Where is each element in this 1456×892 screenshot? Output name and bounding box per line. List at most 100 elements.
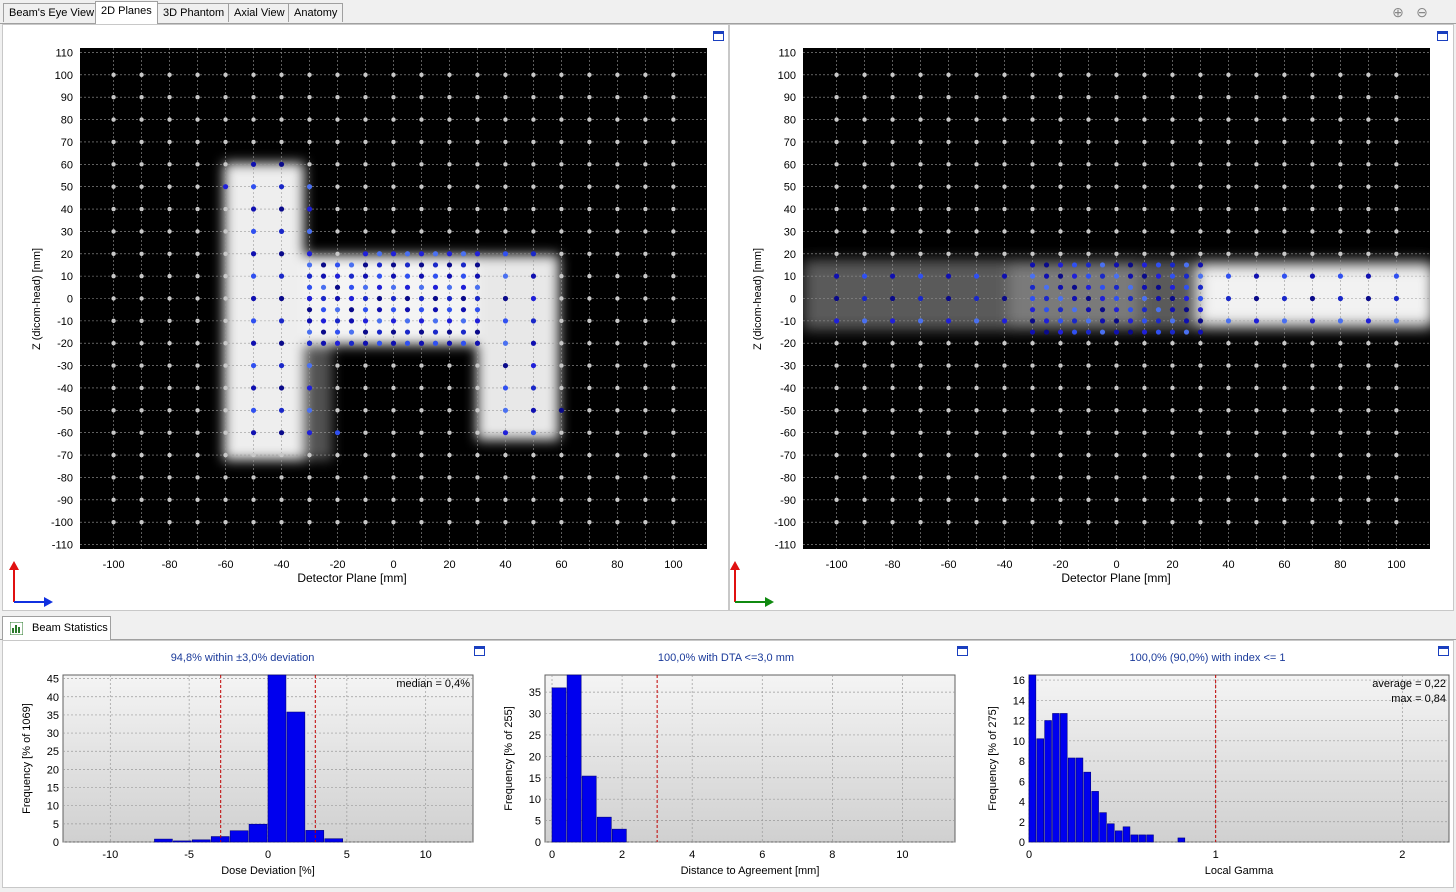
grid-point xyxy=(643,408,648,413)
grid-point xyxy=(111,497,116,502)
grid-point xyxy=(615,363,620,368)
tab-beams-eye-view[interactable]: Beam's Eye View xyxy=(3,3,101,22)
zoom-out-icon[interactable]: ⊖ xyxy=(1416,4,1428,20)
measurement-point xyxy=(250,318,257,324)
grid-point xyxy=(1226,475,1231,480)
grid-point xyxy=(1114,385,1119,391)
measurement-point xyxy=(1085,284,1092,290)
grid-point xyxy=(1170,206,1175,212)
grid-point xyxy=(1366,363,1371,368)
y-tick-label: 15 xyxy=(529,773,541,785)
grid-point xyxy=(1198,452,1203,458)
grid-point xyxy=(167,95,172,100)
grid-point xyxy=(1170,95,1175,100)
right-plane-measurement-points xyxy=(833,72,1400,525)
tab-3d-phantom[interactable]: 3D Phantom xyxy=(157,3,231,22)
grid-point xyxy=(1114,519,1119,525)
grid-point xyxy=(1170,162,1175,167)
maximize-dta-icon[interactable] xyxy=(957,646,968,656)
grid-point xyxy=(559,206,564,212)
grid-point xyxy=(503,519,508,525)
measurement-point xyxy=(390,340,397,346)
measurement-point xyxy=(502,340,509,346)
measurement-point xyxy=(1155,273,1162,279)
measurement-point xyxy=(1085,307,1092,313)
maximize-right-plane-icon[interactable] xyxy=(1437,31,1448,41)
measurement-point xyxy=(1337,318,1344,324)
maximize-dose-deviation-icon[interactable] xyxy=(474,646,485,656)
grid-point xyxy=(335,72,340,78)
right-plane-plot[interactable]: -100 -80 -60 -40 -20 0 20 40 60 80 100110100908070… xyxy=(729,24,1454,611)
grid-point xyxy=(419,72,424,78)
grid-point xyxy=(1030,385,1035,391)
grid-point xyxy=(195,497,200,502)
grid-point xyxy=(111,452,116,458)
grid-point xyxy=(1086,251,1091,256)
grid-point xyxy=(419,95,424,100)
grid-point xyxy=(671,385,676,391)
tab-axial-view[interactable]: Axial View xyxy=(228,3,291,22)
grid-point xyxy=(279,475,284,480)
grid-point xyxy=(1058,497,1063,502)
tab-anatomy[interactable]: Anatomy xyxy=(288,3,344,22)
measurement-point xyxy=(334,262,341,268)
grid-point xyxy=(1002,72,1007,78)
y-axis-label: Frequency [% of 275] xyxy=(987,706,999,811)
grid-point xyxy=(279,452,284,458)
maximize-left-plane-icon[interactable] xyxy=(713,31,724,41)
tab-beam-statistics[interactable]: Beam Statistics xyxy=(2,616,111,640)
grid-point xyxy=(1170,430,1175,435)
maximize-gamma-icon[interactable] xyxy=(1438,646,1449,656)
grid-point xyxy=(475,475,480,480)
grid-point xyxy=(946,206,951,212)
measurement-point xyxy=(1155,318,1162,324)
measurement-point xyxy=(432,251,439,257)
zoom-in-icon[interactable]: ⊕ xyxy=(1392,4,1404,20)
x-tick-label: 8 xyxy=(829,849,835,861)
x-tick-label: 0 xyxy=(265,849,271,861)
grid-point xyxy=(363,229,368,234)
measurement-point xyxy=(418,340,425,346)
measurement-point xyxy=(1001,318,1008,324)
measurement-point xyxy=(1085,262,1092,268)
grid-point xyxy=(167,318,172,324)
grid-point xyxy=(946,251,951,256)
grid-point xyxy=(1282,117,1287,122)
y-tick-label: 15 xyxy=(47,783,59,795)
grid-point xyxy=(1366,497,1371,502)
grid-point xyxy=(1366,385,1371,391)
tab-2d-planes[interactable]: 2D Planes xyxy=(95,1,158,24)
measurement-point xyxy=(250,273,257,279)
grid-point xyxy=(918,385,923,391)
grid-point xyxy=(223,497,228,502)
measurement-point xyxy=(502,407,509,413)
measurement-point xyxy=(1141,262,1148,268)
y-tick-label: 0 xyxy=(535,837,541,849)
dose-deviation-histogram[interactable]: -10 -5 0 5 10 0 5 10 15 20 25 30 35 40 45 Dose Deviatio… xyxy=(0,645,480,883)
grid-point xyxy=(1114,117,1119,122)
grid-point xyxy=(1338,408,1343,413)
measurement-point xyxy=(1029,262,1036,268)
grid-point xyxy=(335,117,340,122)
measurement-point xyxy=(404,307,411,313)
histogram-bar xyxy=(581,775,597,843)
grid-point xyxy=(862,206,867,212)
grid-point xyxy=(643,117,648,122)
grid-point xyxy=(1394,363,1399,368)
grid-point xyxy=(1086,519,1091,525)
left-plane-plot[interactable]: -100 -80 -60 -40 -20 0 20 40 60 80 100110100908070… xyxy=(2,24,729,611)
dta-histogram[interactable]: 0 2 4 6 8 10 0 5 10 15 20 25 30 35 Distance to Agreeme… xyxy=(485,645,965,883)
measurement-point xyxy=(362,273,369,279)
grid-point xyxy=(615,497,620,502)
grid-point xyxy=(643,318,648,324)
grid-point xyxy=(139,206,144,212)
y-tick-label: 4 xyxy=(1019,797,1025,809)
grid-point xyxy=(363,519,368,525)
y-tick-label: 10 xyxy=(1013,736,1025,748)
measurement-point xyxy=(306,206,313,212)
grid-point xyxy=(974,408,979,413)
grid-point xyxy=(559,273,564,279)
grid-point xyxy=(587,385,592,391)
grid-point xyxy=(363,139,368,145)
